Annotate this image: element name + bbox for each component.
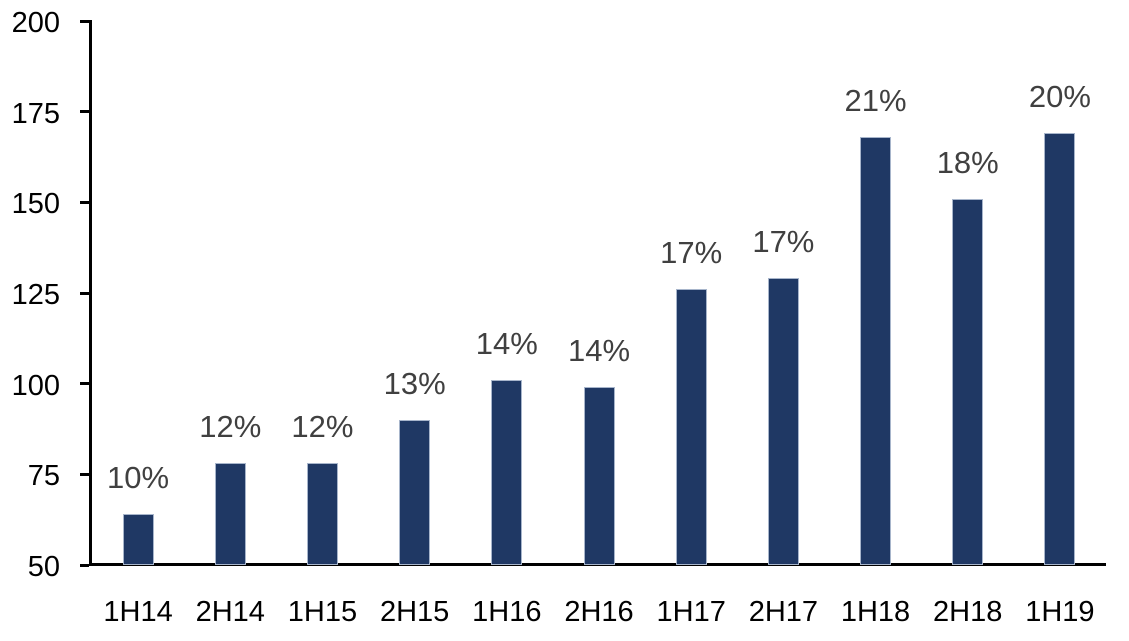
- y-tick-mark: [80, 382, 89, 386]
- x-tick-label: 2H15: [379, 596, 450, 628]
- bar-value-label: 13%: [383, 365, 446, 401]
- y-tick-mark: [80, 110, 89, 114]
- y-tick-mark: [80, 200, 89, 204]
- bar-value-label: 12%: [199, 409, 262, 445]
- bar: [767, 278, 799, 565]
- x-tick-label: 2H14: [195, 596, 265, 628]
- bar: [952, 198, 984, 565]
- bar: [583, 387, 615, 565]
- bar: [491, 380, 523, 565]
- bar-value-label: 12%: [291, 409, 354, 445]
- y-tick-label: 175: [11, 97, 60, 130]
- y-tick-label: 125: [11, 279, 60, 311]
- x-tick-label: 1H19: [1025, 596, 1095, 628]
- y-tick-mark: [80, 291, 89, 295]
- bar: [675, 289, 707, 565]
- bar-value-label: 14%: [475, 326, 538, 362]
- bar-value-label: 17%: [660, 235, 723, 271]
- x-tick-label: 2H17: [748, 596, 819, 628]
- bar: [399, 419, 431, 565]
- x-tick-label: 1H16: [472, 596, 542, 628]
- y-tick-label: 75: [27, 460, 60, 493]
- y-tick-label: 150: [11, 188, 60, 221]
- bar: [306, 463, 338, 565]
- bar-value-label: 18%: [936, 144, 999, 180]
- y-tick-label: 100: [11, 369, 60, 402]
- bar: [122, 514, 154, 565]
- x-tick-label: 2H18: [933, 596, 1003, 628]
- bar: [860, 137, 892, 565]
- y-tick-mark: [80, 472, 89, 476]
- bar-value-label: 20%: [1028, 79, 1091, 115]
- y-axis-line: [89, 20, 92, 566]
- x-tick-label: 2H16: [564, 596, 634, 628]
- x-tick-label: 1H15: [287, 596, 358, 628]
- x-tick-label: 1H14: [103, 596, 173, 628]
- x-tick-label: 1H17: [656, 596, 726, 628]
- bar-value-label: 17%: [752, 224, 815, 260]
- bar-value-label: 21%: [844, 83, 907, 119]
- bar: [214, 463, 246, 565]
- bar-value-label: 10%: [107, 460, 170, 496]
- x-tick-label: 1H18: [840, 596, 911, 628]
- y-tick-label: 200: [11, 7, 60, 39]
- y-tick-mark: [80, 563, 89, 567]
- bar-value-label: 14%: [567, 333, 631, 369]
- bar: [1044, 133, 1076, 565]
- y-tick-label: 50: [27, 551, 60, 583]
- y-tick-mark: [80, 19, 89, 23]
